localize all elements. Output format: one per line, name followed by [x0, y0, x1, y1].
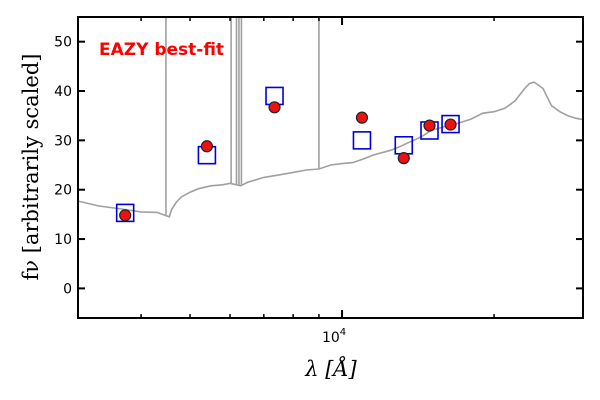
- y-tick-label: 30: [54, 133, 72, 149]
- x-axis-label: λ [Å]: [304, 356, 357, 381]
- y-tick-label: 0: [63, 281, 72, 297]
- plot-frame: [77, 16, 584, 319]
- y-tick-label: 40: [54, 84, 72, 100]
- y-axis-label: fν [arbitrarily scaled]: [19, 54, 43, 281]
- observed-flux-point: [119, 209, 132, 222]
- annotation-label: EAZY best-fit: [99, 40, 224, 60]
- model-flux-square: [441, 114, 460, 134]
- x-tick-label: 104: [322, 327, 346, 346]
- observed-flux-point: [268, 101, 281, 114]
- y-tick-label: 20: [54, 183, 72, 199]
- observed-flux-point: [200, 140, 214, 153]
- observed-flux-point: [444, 118, 457, 131]
- observed-flux-point: [397, 152, 410, 165]
- template-spectrum-line: [78, 81, 583, 218]
- y-tick-label: 10: [54, 232, 72, 248]
- observed-flux-point: [355, 111, 369, 124]
- y-tick-label: 50: [54, 35, 72, 51]
- observed-flux-point: [423, 119, 436, 132]
- model-flux-square: [352, 131, 372, 150]
